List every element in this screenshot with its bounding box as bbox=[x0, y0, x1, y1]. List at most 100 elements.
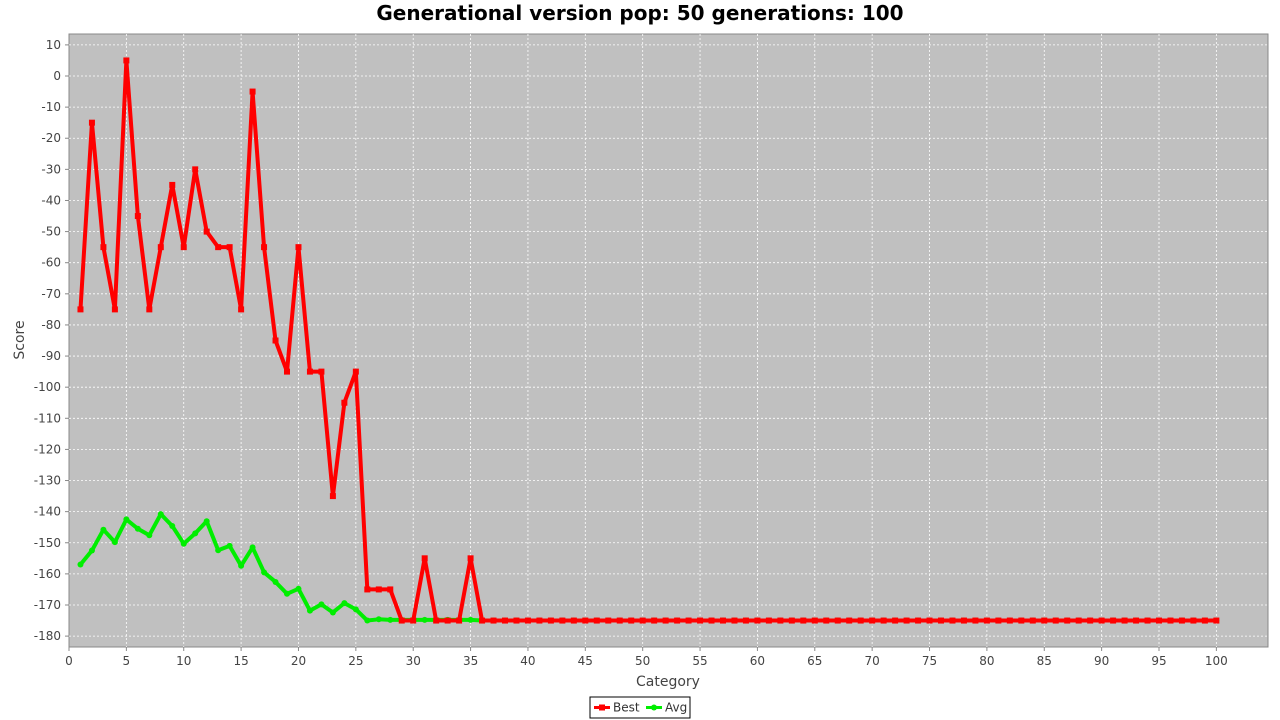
data-point-best bbox=[524, 617, 531, 624]
data-point-best bbox=[467, 555, 474, 562]
y-tick-label: -110 bbox=[34, 411, 61, 425]
data-point-avg bbox=[100, 526, 107, 533]
data-point-best bbox=[685, 617, 692, 624]
data-point-best bbox=[536, 617, 543, 624]
data-point-avg bbox=[318, 601, 325, 608]
data-point-best bbox=[157, 244, 164, 251]
y-tick-label: -100 bbox=[34, 380, 61, 394]
y-tick-label: -60 bbox=[41, 256, 61, 270]
data-point-best bbox=[433, 617, 440, 624]
data-point-best bbox=[559, 617, 566, 624]
x-tick-label: 20 bbox=[291, 654, 306, 668]
data-point-best bbox=[972, 617, 979, 624]
data-point-best bbox=[1006, 617, 1013, 624]
data-point-best bbox=[203, 228, 210, 235]
data-point-avg bbox=[387, 616, 394, 623]
data-point-avg bbox=[272, 578, 279, 585]
data-point-best bbox=[341, 399, 348, 406]
data-point-best bbox=[192, 166, 199, 173]
data-point-best bbox=[582, 617, 589, 624]
data-point-best bbox=[788, 617, 795, 624]
data-point-best bbox=[215, 244, 222, 251]
data-point-avg bbox=[134, 525, 141, 532]
data-point-best bbox=[387, 586, 394, 593]
x-tick-label: 95 bbox=[1151, 654, 1166, 668]
data-point-avg bbox=[295, 585, 302, 592]
y-tick-label: -160 bbox=[34, 567, 61, 581]
data-point-best bbox=[674, 617, 681, 624]
data-point-best bbox=[318, 368, 325, 375]
x-tick-label: 0 bbox=[65, 654, 73, 668]
y-tick-label: -30 bbox=[41, 162, 61, 176]
data-point-best bbox=[1041, 617, 1048, 624]
y-tick-label: -120 bbox=[34, 442, 61, 456]
data-point-best bbox=[238, 306, 245, 313]
data-point-best bbox=[949, 617, 956, 624]
data-point-avg bbox=[192, 530, 199, 537]
data-point-best bbox=[938, 617, 944, 624]
legend: Best Avg bbox=[589, 696, 691, 719]
data-point-best bbox=[995, 617, 1002, 624]
legend-box bbox=[589, 696, 691, 719]
data-point-best bbox=[134, 213, 141, 220]
data-point-best bbox=[1110, 617, 1117, 624]
data-point-best bbox=[960, 617, 967, 624]
data-point-best bbox=[180, 244, 187, 251]
data-point-best bbox=[1156, 617, 1162, 624]
data-point-best bbox=[846, 617, 853, 624]
data-point-best bbox=[1064, 617, 1071, 624]
y-tick-label: -180 bbox=[34, 629, 61, 643]
data-point-best bbox=[502, 617, 508, 624]
data-point-best bbox=[903, 617, 910, 624]
y-tick-label: -170 bbox=[34, 598, 61, 612]
y-tick-label: -20 bbox=[41, 131, 61, 145]
data-point-best bbox=[352, 368, 359, 375]
data-point-best bbox=[983, 617, 990, 624]
x-tick-label: 10 bbox=[176, 654, 191, 668]
x-tick-label: 80 bbox=[979, 654, 994, 668]
data-point-best bbox=[1201, 617, 1208, 624]
data-point-best bbox=[100, 244, 107, 251]
x-tick-label: 30 bbox=[406, 654, 421, 668]
data-point-best bbox=[811, 617, 818, 624]
data-point-best bbox=[1075, 617, 1082, 624]
data-point-avg bbox=[88, 547, 95, 554]
data-point-best bbox=[123, 57, 130, 64]
legend-label: Avg bbox=[665, 701, 687, 715]
x-tick-label: 15 bbox=[233, 654, 248, 668]
legend-label: Best bbox=[613, 701, 640, 715]
x-tick-label: 85 bbox=[1037, 654, 1052, 668]
data-point-avg bbox=[364, 617, 371, 624]
data-point-best bbox=[823, 617, 830, 624]
data-point-best bbox=[146, 306, 153, 313]
data-point-best bbox=[697, 617, 704, 624]
plot-area bbox=[68, 33, 1269, 648]
data-point-best bbox=[720, 617, 726, 624]
data-point-best bbox=[628, 617, 635, 624]
data-point-best bbox=[547, 617, 554, 624]
axes: 0 5 10 15 20 25 30 35 40 45 50 55 60 65 70 75 80 85 90 95 10… bbox=[34, 38, 1228, 668]
data-point-avg bbox=[238, 562, 245, 569]
y-tick-label: -80 bbox=[41, 318, 61, 332]
data-point-best bbox=[765, 617, 772, 624]
data-point-avg bbox=[226, 542, 233, 549]
data-point-best bbox=[570, 617, 577, 624]
data-point-best bbox=[857, 617, 864, 624]
data-point-best bbox=[410, 617, 417, 624]
data-point-avg bbox=[249, 544, 256, 551]
x-tick-label: 100 bbox=[1205, 654, 1228, 668]
data-point-best bbox=[639, 617, 646, 624]
data-point-best bbox=[1121, 617, 1128, 624]
data-point-avg bbox=[261, 569, 268, 576]
y-tick-label: -50 bbox=[41, 225, 61, 239]
y-tick-label: 0 bbox=[53, 69, 61, 83]
data-point-best bbox=[1018, 617, 1025, 624]
data-point-avg bbox=[329, 609, 336, 616]
data-point-best bbox=[226, 244, 233, 251]
data-point-best bbox=[513, 617, 520, 624]
data-point-best bbox=[800, 617, 807, 624]
data-point-avg bbox=[352, 606, 359, 613]
data-point-avg bbox=[341, 600, 348, 607]
data-point-best bbox=[731, 617, 738, 624]
legend-marker bbox=[599, 704, 605, 711]
